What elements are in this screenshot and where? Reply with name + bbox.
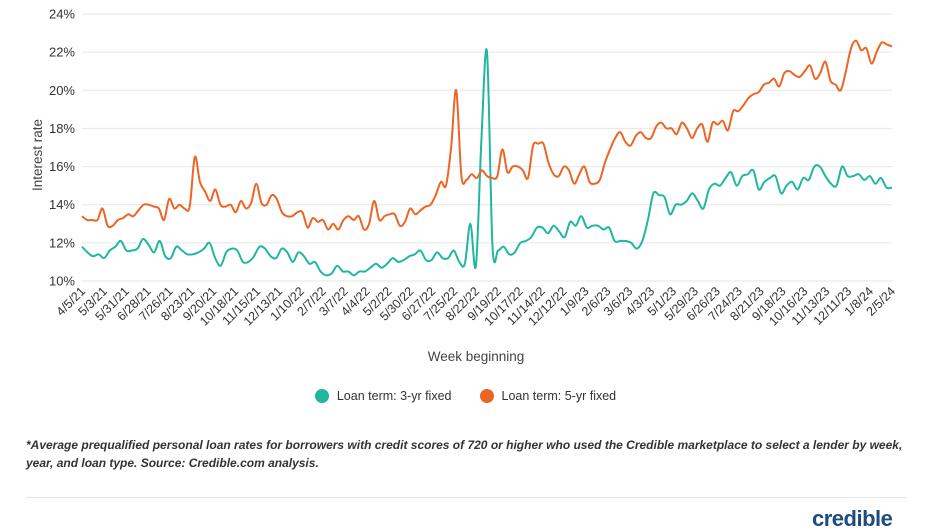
line-chart: 10% 12% 14% 16% 18% 20% 22% 24% 4/5/215/3/215/3… <box>30 7 899 365</box>
legend-item-5yr[interactable]: Loan term: 5-yr fixed <box>479 389 617 403</box>
legend-label-3yr: Loan term: 3-yr fixed <box>336 389 452 403</box>
y-axis: 10% 12% 14% 16% 18% 20% 22% 24% <box>49 7 75 289</box>
x-axis: 4/5/215/3/215/31/216/28/217/26/218/23/21… <box>54 284 899 328</box>
divider <box>26 497 906 498</box>
y-tick-label: 14% <box>49 197 75 212</box>
legend: Loan term: 3-yr fixed Loan term: 5-yr fi… <box>0 389 931 403</box>
y-tick-label: 24% <box>49 7 75 22</box>
y-tick-label: 20% <box>49 83 75 98</box>
series-line-5yr[interactable] <box>81 39 893 231</box>
footnote: *Average prequalified personal loan rate… <box>26 438 903 470</box>
legend-label-5yr: Loan term: 5-yr fixed <box>501 389 617 403</box>
gridlines <box>82 13 892 282</box>
y-tick-label: 18% <box>49 121 75 136</box>
y-tick-label: 12% <box>49 235 75 250</box>
x-axis-label: Week beginning <box>428 349 525 364</box>
credible-logo: credible <box>812 506 893 531</box>
y-axis-label: Interest rate <box>30 119 45 191</box>
series-lines <box>81 39 893 277</box>
y-tick-label: 10% <box>49 274 75 289</box>
y-tick-label: 22% <box>49 45 75 60</box>
legend-swatch-5yr <box>479 389 494 403</box>
legend-swatch-3yr <box>314 389 329 403</box>
series-line-3yr[interactable] <box>81 48 893 277</box>
y-tick-label: 16% <box>49 159 75 174</box>
legend-item-3yr[interactable]: Loan term: 3-yr fixed <box>314 389 452 403</box>
